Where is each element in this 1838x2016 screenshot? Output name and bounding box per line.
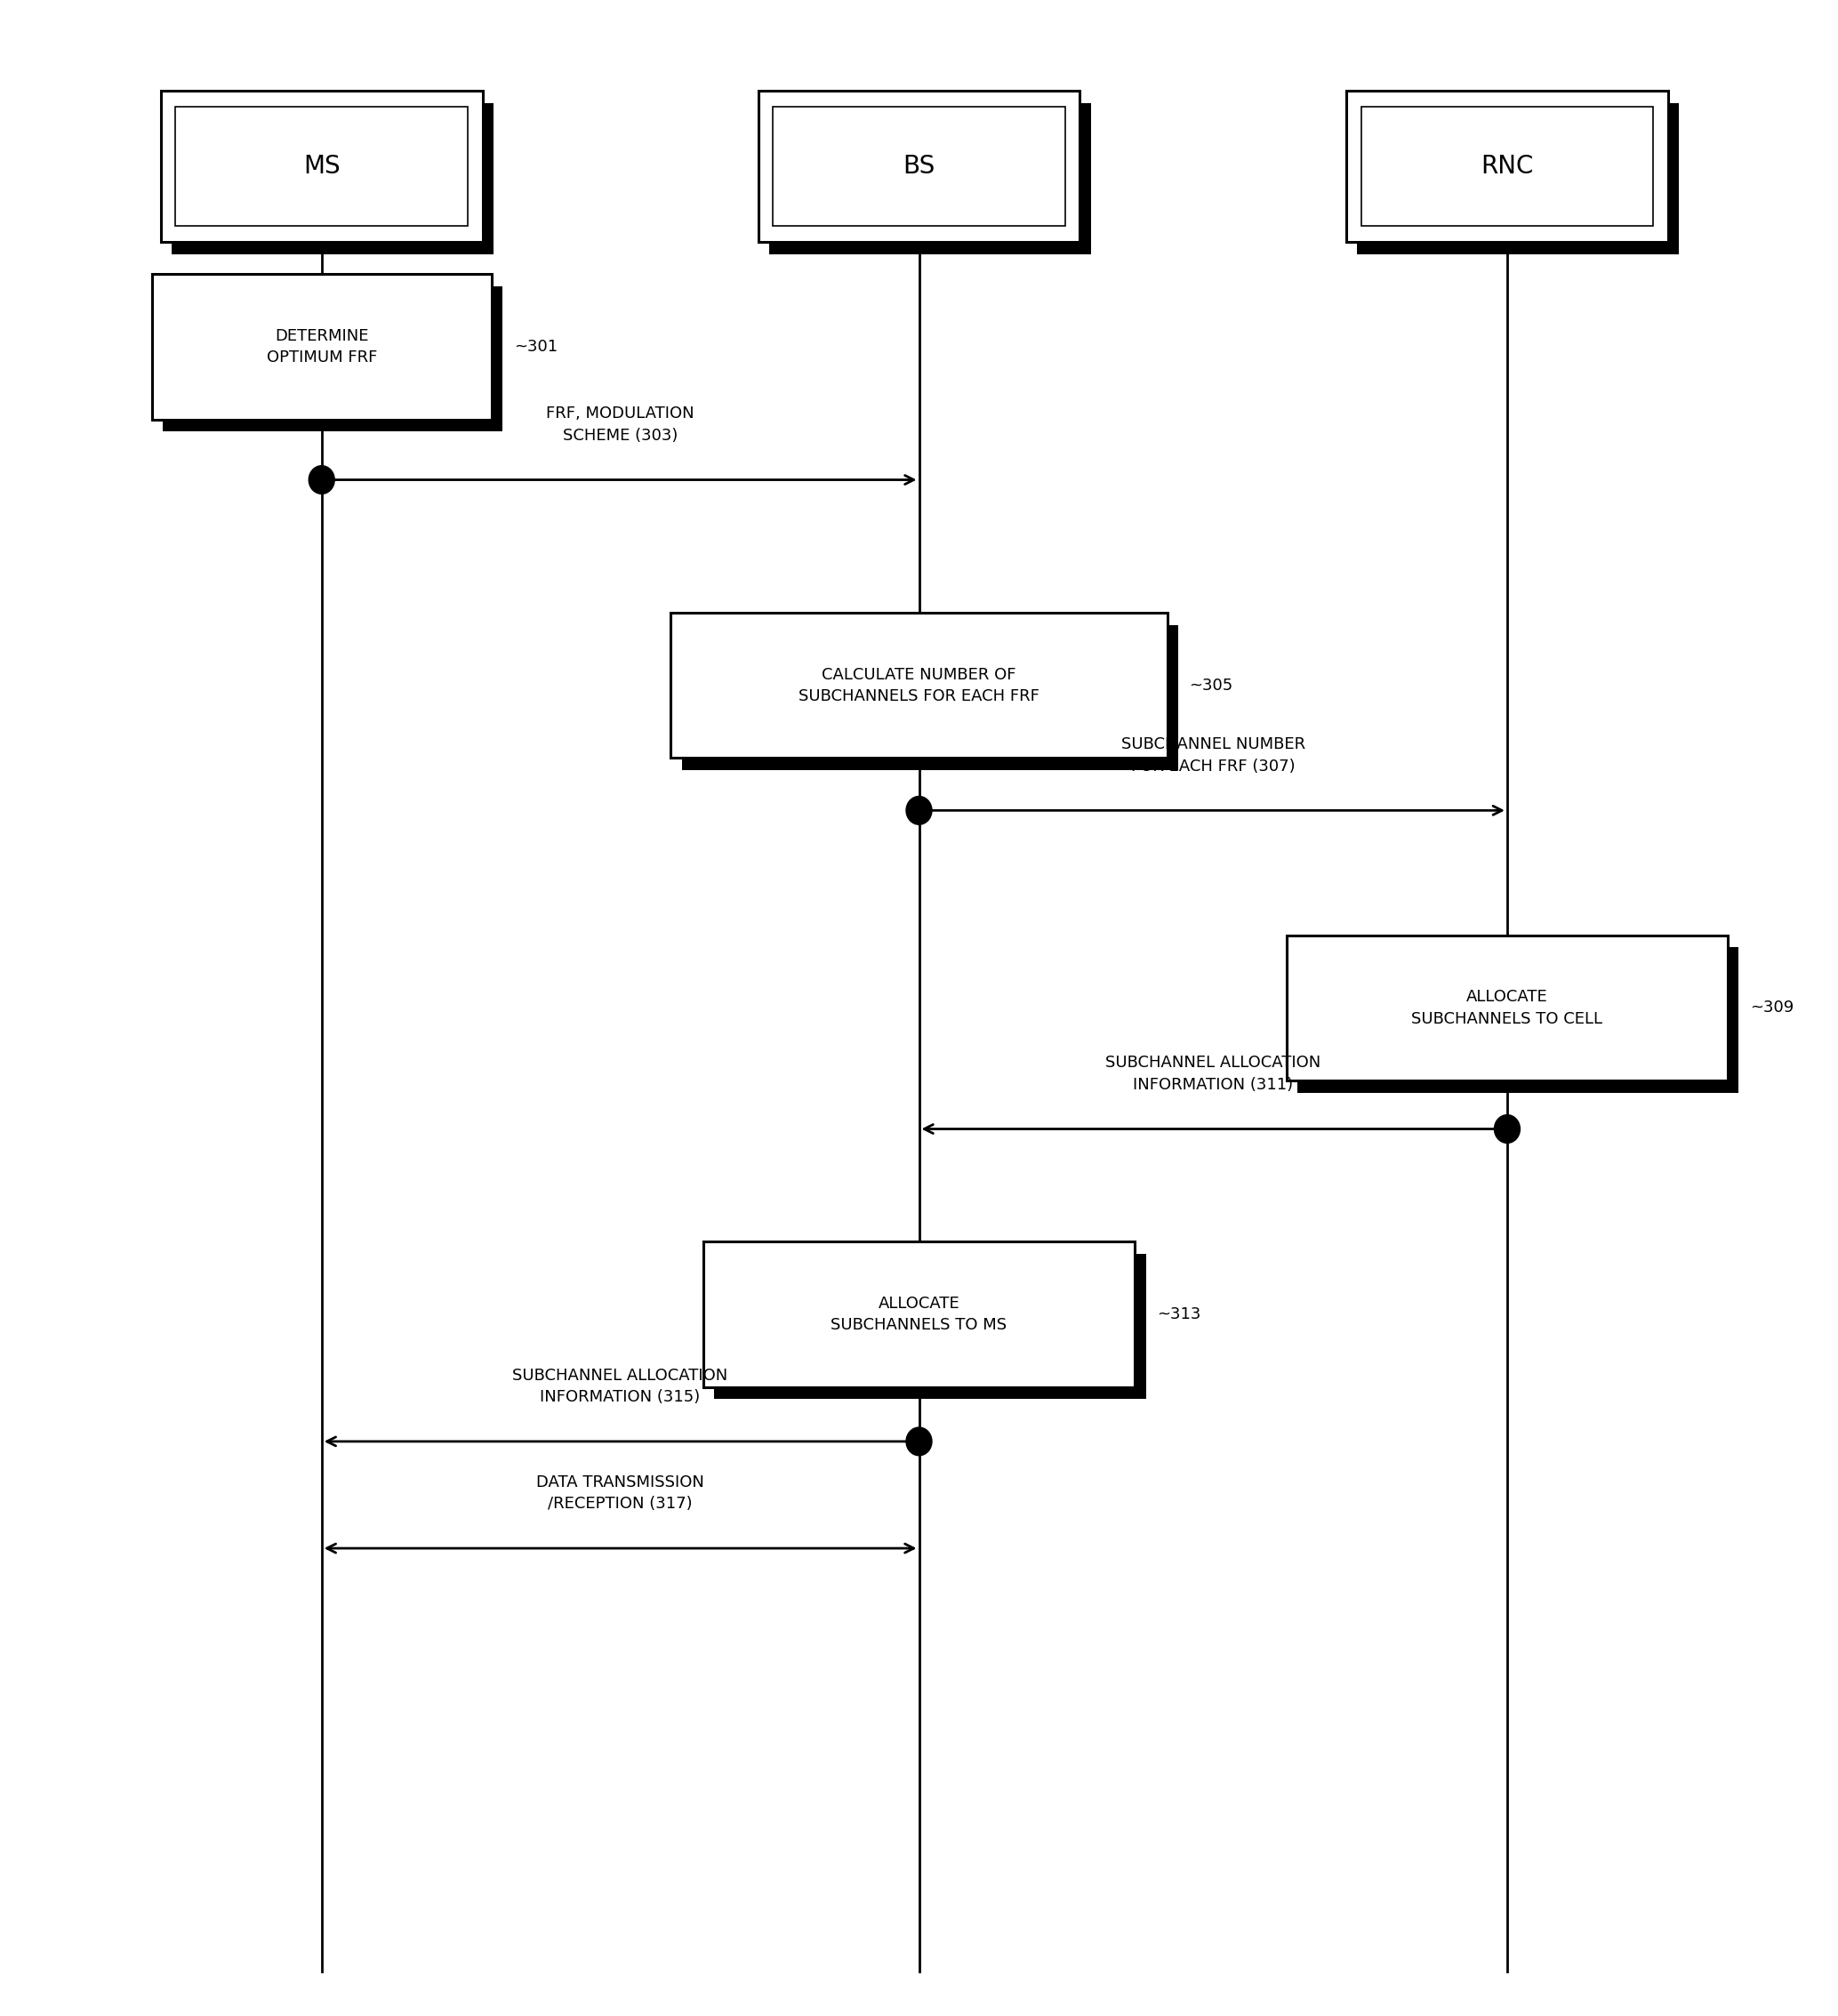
- Text: ~305: ~305: [1189, 677, 1233, 694]
- FancyBboxPatch shape: [1356, 103, 1680, 254]
- Text: RNC: RNC: [1481, 153, 1533, 179]
- Text: SUBCHANNEL ALLOCATION
INFORMATION (311): SUBCHANNEL ALLOCATION INFORMATION (311): [1105, 1054, 1322, 1093]
- Text: ALLOCATE
SUBCHANNELS TO MS: ALLOCATE SUBCHANNELS TO MS: [831, 1296, 1007, 1333]
- FancyBboxPatch shape: [768, 103, 1090, 254]
- Text: SUBCHANNEL ALLOCATION
INFORMATION (315): SUBCHANNEL ALLOCATION INFORMATION (315): [513, 1367, 728, 1405]
- FancyBboxPatch shape: [1345, 91, 1669, 242]
- FancyBboxPatch shape: [682, 625, 1178, 770]
- Text: DETERMINE
OPTIMUM FRF: DETERMINE OPTIMUM FRF: [267, 329, 377, 365]
- FancyBboxPatch shape: [713, 1254, 1147, 1399]
- FancyBboxPatch shape: [757, 91, 1079, 242]
- Circle shape: [906, 796, 932, 825]
- Circle shape: [906, 1427, 932, 1456]
- Text: ~309: ~309: [1750, 1000, 1794, 1016]
- FancyBboxPatch shape: [162, 91, 482, 242]
- Text: DATA TRANSMISSION
/RECEPTION (317): DATA TRANSMISSION /RECEPTION (317): [537, 1474, 704, 1512]
- Circle shape: [1494, 1115, 1520, 1143]
- FancyBboxPatch shape: [162, 286, 502, 431]
- Text: ~301: ~301: [513, 339, 557, 355]
- FancyBboxPatch shape: [702, 1242, 1134, 1387]
- Text: CALCULATE NUMBER OF
SUBCHANNELS FOR EACH FRF: CALCULATE NUMBER OF SUBCHANNELS FOR EACH…: [798, 667, 1040, 704]
- Text: BS: BS: [902, 153, 936, 179]
- Text: FRF, MODULATION
SCHEME (303): FRF, MODULATION SCHEME (303): [546, 405, 695, 444]
- FancyBboxPatch shape: [151, 274, 491, 419]
- FancyBboxPatch shape: [1287, 935, 1728, 1081]
- Circle shape: [309, 466, 335, 494]
- Text: ALLOCATE
SUBCHANNELS TO CELL: ALLOCATE SUBCHANNELS TO CELL: [1412, 990, 1603, 1026]
- FancyBboxPatch shape: [173, 103, 493, 254]
- Text: MS: MS: [303, 153, 340, 179]
- FancyBboxPatch shape: [671, 613, 1167, 758]
- Text: SUBCHANNEL NUMBER
FOR EACH FRF (307): SUBCHANNEL NUMBER FOR EACH FRF (307): [1121, 736, 1305, 774]
- Text: ~313: ~313: [1156, 1306, 1200, 1322]
- FancyBboxPatch shape: [1298, 948, 1739, 1093]
